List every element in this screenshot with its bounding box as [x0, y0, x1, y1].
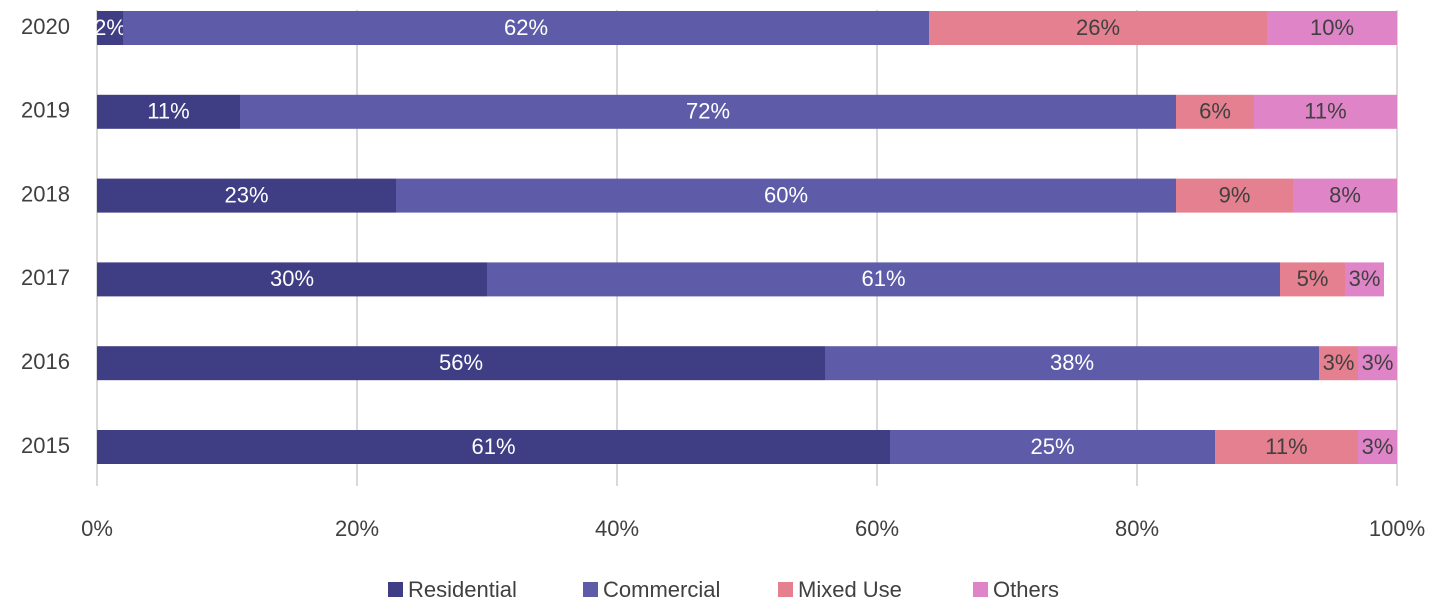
bar-segment [97, 94, 240, 129]
bar-segment [1358, 346, 1397, 381]
x-tick-label: 60% [855, 516, 899, 541]
y-tick-label: 2020 [21, 14, 70, 39]
y-tick-label: 2017 [21, 265, 70, 290]
bar-segment [396, 178, 1176, 213]
legend-swatch [388, 582, 403, 597]
y-tick-label: 2015 [21, 433, 70, 458]
data-label: 56% [439, 350, 483, 375]
bar-segment [123, 11, 929, 45]
data-label: 10% [1310, 15, 1354, 40]
bar-segment [97, 11, 123, 45]
data-label: 60% [764, 182, 808, 207]
bar-segment [1176, 178, 1293, 213]
legend-label: Others [993, 577, 1059, 602]
data-label: 11% [1304, 99, 1346, 124]
y-tick-label: 2016 [21, 349, 70, 374]
data-label: 62% [504, 15, 548, 40]
x-tick-label: 100% [1369, 516, 1425, 541]
x-tick-label: 40% [595, 516, 639, 541]
y-tick-label: 2018 [21, 181, 70, 206]
bar-segment [97, 346, 825, 381]
data-label: 38% [1050, 350, 1094, 375]
x-tick-label: 0% [81, 516, 113, 541]
legend-label: Commercial [603, 577, 720, 602]
bar-segment [1176, 94, 1254, 129]
bar-segment [825, 346, 1319, 381]
data-label: 72% [686, 99, 730, 124]
bar-segment [97, 178, 396, 213]
bar-segment [1267, 11, 1397, 45]
data-label: 30% [270, 266, 314, 291]
data-label: 61% [471, 434, 515, 459]
legend-swatch [973, 582, 988, 597]
bar-segment [890, 430, 1215, 464]
data-label: 5% [1297, 266, 1329, 291]
bar-segment [1280, 262, 1345, 297]
data-label: 25% [1030, 434, 1074, 459]
data-label: 3% [1362, 350, 1394, 375]
x-tick-label: 80% [1115, 516, 1159, 541]
data-label: 2% [94, 15, 126, 40]
data-label: 23% [224, 182, 268, 207]
legend-label: Mixed Use [798, 577, 902, 602]
y-tick-label: 2019 [21, 98, 70, 123]
legend-swatch [583, 582, 598, 597]
bar-segment [929, 11, 1267, 45]
bar-segment [97, 262, 487, 297]
bar-segment [1358, 430, 1397, 464]
data-label: 9% [1219, 182, 1251, 207]
data-label: 26% [1076, 15, 1120, 40]
legend-label: Residential [408, 577, 517, 602]
bar-segment [1319, 346, 1358, 381]
bar-segment [1345, 262, 1384, 297]
bar-segment [1215, 430, 1358, 464]
legend-swatch [778, 582, 793, 597]
data-label: 3% [1323, 350, 1355, 375]
data-label: 61% [861, 266, 905, 291]
bar-segment [1293, 178, 1397, 213]
bar-segment [240, 94, 1176, 129]
x-tick-label: 20% [335, 516, 379, 541]
data-label: 6% [1199, 99, 1231, 124]
bar-segment [1254, 94, 1397, 129]
data-label: 11% [1265, 434, 1307, 459]
data-label: 3% [1362, 434, 1394, 459]
data-label: 3% [1349, 266, 1381, 291]
bar-segment [97, 430, 890, 464]
data-label: 11% [147, 99, 189, 124]
bar-segment [487, 262, 1280, 297]
data-label: 8% [1329, 182, 1361, 207]
